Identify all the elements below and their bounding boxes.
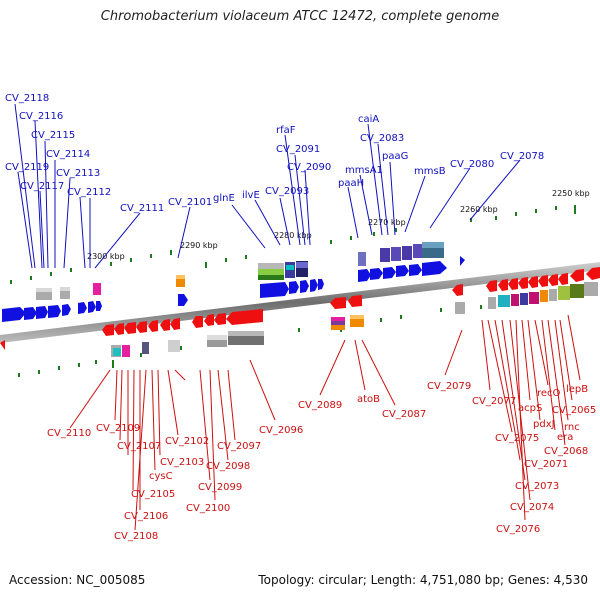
ruler-labels: 2300 kbp 2290 kbp 2280 kbp 2270 kbp 2260…: [87, 189, 590, 261]
reverse-strand: [0, 267, 600, 350]
gene-label[interactable]: CV_2113: [56, 168, 100, 179]
gene-label[interactable]: CV_2080: [450, 159, 494, 170]
gene-label[interactable]: CV_2076: [496, 524, 540, 535]
gene-label[interactable]: ilvE: [242, 190, 260, 201]
gene-label[interactable]: mmsA1: [345, 165, 383, 176]
gene-label[interactable]: CV_2073: [515, 481, 559, 492]
gene-label[interactable]: CV_2118: [5, 93, 49, 104]
feature-boxes: [36, 242, 598, 357]
gene-label[interactable]: CV_2078: [500, 151, 544, 162]
accession-text: Accession: NC_005085: [9, 573, 146, 587]
gene-label[interactable]: CV_2103: [160, 457, 204, 468]
gene-label[interactable]: CV_2071: [524, 459, 568, 470]
gene-label[interactable]: glnE: [213, 193, 235, 204]
genome-backbone: [0, 262, 600, 343]
gene-label[interactable]: CV_2087: [382, 409, 426, 420]
gene-label[interactable]: CV_2097: [217, 441, 261, 452]
gene-label[interactable]: CV_2077: [472, 396, 516, 407]
gene-label[interactable]: mmsB: [414, 166, 446, 177]
gene-label[interactable]: CV_2108: [114, 531, 158, 542]
genome-title: Chromobacterium violaceum ATCC 12472, co…: [100, 9, 500, 24]
gene-label[interactable]: rnc: [564, 422, 580, 433]
ruler-2300: 2300 kbp: [87, 252, 125, 261]
gene-label[interactable]: CV_2101: [168, 197, 212, 208]
gene-label[interactable]: CV_2091: [276, 144, 320, 155]
gene-label[interactable]: CV_2115: [31, 130, 75, 141]
gene-label[interactable]: CV_2075: [495, 433, 539, 444]
gene-label[interactable]: CV_2098: [206, 461, 250, 472]
gene-label[interactable]: CV_2065: [552, 405, 596, 416]
gene-label[interactable]: pdxJ: [533, 419, 555, 430]
gene-label[interactable]: CV_2119: [5, 162, 49, 173]
gene-label[interactable]: CV_2089: [298, 400, 342, 411]
ruler-2280: 2280 kbp: [274, 231, 312, 240]
forward-labels: CV_2118 CV_2116 CV_2115 CV_2114 CV_2119 …: [5, 93, 544, 214]
gene-label[interactable]: CV_2111: [120, 203, 164, 214]
gene-label[interactable]: CV_2079: [427, 381, 471, 392]
gene-label[interactable]: CV_2110: [47, 428, 91, 439]
gene-label[interactable]: CV_2102: [165, 436, 209, 447]
gene-label[interactable]: rfaF: [276, 125, 296, 136]
gene-label[interactable]: paaH: [338, 178, 364, 189]
reverse-labels: CV_2110 CV_2109 CV_2107 CV_2102 CV_2097 …: [47, 381, 596, 542]
gene-label[interactable]: CV_2100: [186, 503, 230, 514]
gene-label[interactable]: era: [557, 432, 573, 443]
gene-label[interactable]: CV_2074: [510, 502, 554, 513]
gene-label[interactable]: CV_2112: [67, 187, 111, 198]
gene-label[interactable]: CV_2099: [198, 482, 242, 493]
gene-label[interactable]: CV_2090: [287, 162, 331, 173]
gene-label[interactable]: CV_2109: [96, 423, 140, 434]
gene-label[interactable]: CV_2117: [20, 181, 64, 192]
gene-label[interactable]: CV_2116: [19, 111, 63, 122]
gene-label[interactable]: CV_2093: [265, 186, 309, 197]
ruler-2290: 2290 kbp: [180, 241, 218, 250]
gene-label[interactable]: acpS: [518, 403, 542, 414]
gene-label[interactable]: atoB: [357, 394, 380, 405]
gene-label[interactable]: paaG: [382, 151, 408, 162]
gene-label[interactable]: recO: [537, 388, 561, 399]
gene-label[interactable]: lepB: [566, 384, 588, 395]
gene-label[interactable]: CV_2106: [124, 511, 168, 522]
gene-label[interactable]: cysC: [149, 471, 173, 482]
gene-label[interactable]: CV_2107: [117, 441, 161, 452]
genome-summary: Topology: circular; Length: 4,751,080 bp…: [258, 573, 588, 587]
gene-label[interactable]: CV_2096: [259, 425, 303, 436]
ruler-2250: 2250 kbp: [552, 189, 590, 198]
gene-label[interactable]: CV_2083: [360, 133, 404, 144]
forward-strand: [2, 256, 465, 322]
gene-label[interactable]: CV_2068: [544, 446, 588, 457]
gene-label[interactable]: CV_2105: [131, 489, 175, 500]
reverse-leaders: [69, 314, 581, 531]
forward-leaders: [14, 103, 521, 269]
gene-label[interactable]: caiA: [358, 114, 379, 125]
gene-label[interactable]: CV_2114: [46, 149, 90, 160]
